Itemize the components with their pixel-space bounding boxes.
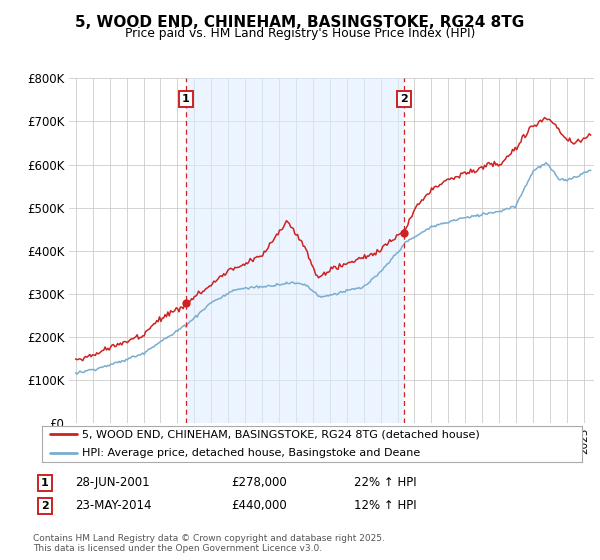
Text: 12% ↑ HPI: 12% ↑ HPI (354, 499, 416, 512)
Text: £278,000: £278,000 (231, 476, 287, 489)
Text: Contains HM Land Registry data © Crown copyright and database right 2025.
This d: Contains HM Land Registry data © Crown c… (33, 534, 385, 553)
Text: Price paid vs. HM Land Registry's House Price Index (HPI): Price paid vs. HM Land Registry's House … (125, 27, 475, 40)
Text: 2: 2 (400, 94, 408, 104)
Text: £440,000: £440,000 (231, 499, 287, 512)
Bar (185, 78, 404, 423)
Text: 28-JUN-2001: 28-JUN-2001 (75, 476, 149, 489)
Text: 5, WOOD END, CHINEHAM, BASINGSTOKE, RG24 8TG: 5, WOOD END, CHINEHAM, BASINGSTOKE, RG24… (76, 15, 524, 30)
Text: 22% ↑ HPI: 22% ↑ HPI (354, 476, 416, 489)
Text: HPI: Average price, detached house, Basingstoke and Deane: HPI: Average price, detached house, Basi… (83, 448, 421, 458)
Text: 1: 1 (182, 94, 190, 104)
Text: 5, WOOD END, CHINEHAM, BASINGSTOKE, RG24 8TG (detached house): 5, WOOD END, CHINEHAM, BASINGSTOKE, RG24… (83, 430, 480, 440)
Text: 1: 1 (41, 478, 49, 488)
Text: 23-MAY-2014: 23-MAY-2014 (75, 499, 151, 512)
Text: 2: 2 (41, 501, 49, 511)
